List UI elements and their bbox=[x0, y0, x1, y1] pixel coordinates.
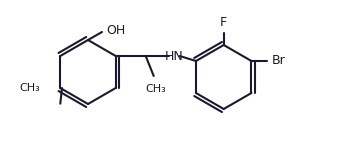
Text: CH₃: CH₃ bbox=[20, 83, 40, 93]
Text: F: F bbox=[220, 16, 227, 29]
Text: Br: Br bbox=[272, 54, 285, 68]
Text: OH: OH bbox=[106, 24, 125, 36]
Text: HN: HN bbox=[164, 50, 183, 63]
Text: CH₃: CH₃ bbox=[145, 84, 166, 94]
